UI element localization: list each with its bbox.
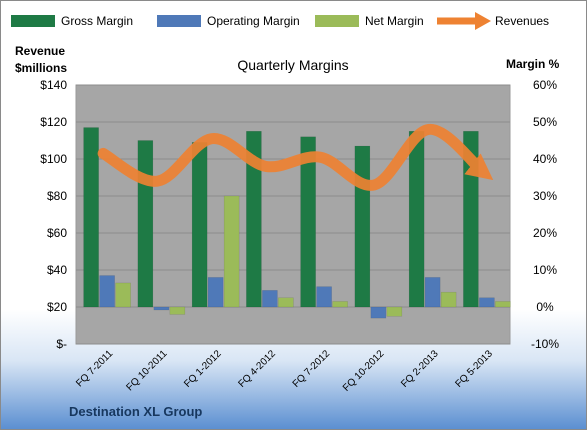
left-axis-label-line2: $millions [15, 61, 67, 75]
category-label: FQ 7-2012 [291, 348, 333, 390]
bar-net-margin [332, 301, 348, 308]
legend-arrow-icon [475, 12, 491, 30]
bar-operating-margin [370, 306, 387, 319]
left-tick-label: $60 [47, 226, 67, 240]
bar-operating-margin [479, 297, 495, 308]
bar-operating-margin [316, 286, 332, 308]
legend-label: Gross Margin [61, 14, 133, 28]
right-tick-label: 30% [533, 189, 557, 203]
category-label: FQ 1-2012 [182, 348, 224, 390]
right-tick-label: 60% [533, 78, 557, 92]
bar-net-margin [115, 282, 131, 308]
bar-gross-margin [300, 136, 316, 308]
left-tick-label: $40 [47, 263, 67, 277]
revenue-line [97, 123, 494, 191]
right-tick-label: 40% [533, 152, 557, 166]
category-label: FQ 10-2011 [125, 348, 170, 393]
bar-operating-margin [424, 277, 441, 308]
right-tick-label: 20% [533, 226, 557, 240]
right-axis-label: Margin % [506, 57, 560, 71]
bar-gross-margin [191, 142, 208, 308]
category-label: FQ 5-2013 [453, 348, 495, 390]
category-label: FQ 10-2012 [341, 348, 387, 394]
bar-net-margin [440, 291, 457, 308]
bar-operating-margin [262, 290, 278, 308]
left-axis-ticks: $- $20 $40 $60 $80 $100 $120 $140 [40, 78, 67, 351]
bar-net-margin [495, 301, 511, 308]
right-tick-label: -10% [531, 337, 559, 351]
category-label: FQ 4-2012 [236, 348, 278, 390]
bar-net-margin [223, 195, 240, 308]
bar-operating-margin [99, 275, 115, 308]
bar-gross-margin [246, 131, 262, 308]
right-tick-label: 0% [536, 300, 554, 314]
bar-gross-margin [137, 140, 154, 308]
revenue-series-line [97, 123, 494, 191]
bar-net-margin [386, 306, 403, 317]
legend-label: Net Margin [365, 14, 424, 28]
category-labels: FQ 7-2011 FQ 10-2011 FQ 1-2012 FQ 4-2012 FQ … [74, 348, 495, 394]
left-tick-label: $- [56, 337, 67, 351]
footer-company: Destination XL Group [69, 404, 202, 419]
bar-gross-margin [83, 127, 99, 308]
bar-operating-margin [153, 306, 170, 311]
legend: Gross Margin Operating Margin Net Margin Re… [11, 12, 549, 30]
left-tick-label: $140 [40, 78, 67, 92]
legend-swatch [315, 15, 359, 27]
category-label: FQ 2-2013 [399, 348, 441, 390]
legend-label: Operating Margin [207, 14, 300, 28]
legend-swatch [157, 15, 201, 27]
chart-title: Quarterly Margins [237, 57, 348, 73]
right-axis-ticks: -10% 0% 10% 20% 30% 40% 50% 60% [531, 78, 559, 351]
bar-net-margin [169, 306, 186, 315]
bar-operating-margin [207, 277, 224, 308]
legend-label: Revenues [495, 14, 549, 28]
left-tick-label: $100 [40, 152, 67, 166]
left-tick-label: $120 [40, 115, 67, 129]
bar-gross-margin [354, 145, 371, 308]
right-tick-label: 10% [533, 263, 557, 277]
category-label: FQ 7-2011 [74, 348, 115, 389]
legend-swatch [11, 15, 55, 27]
right-tick-label: 50% [533, 115, 557, 129]
left-axis-label-line1: Revenue [15, 44, 65, 58]
bar-gross-margin [408, 131, 425, 308]
left-tick-label: $20 [47, 300, 67, 314]
bar-net-margin [278, 297, 294, 308]
left-tick-label: $80 [47, 189, 67, 203]
